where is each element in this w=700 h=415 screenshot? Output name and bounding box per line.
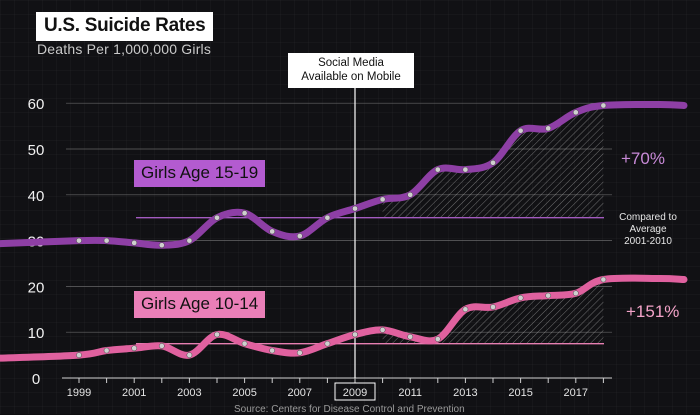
data-point-10-14 — [103, 347, 110, 354]
data-point-10-14 — [269, 347, 276, 354]
data-point-10-14 — [572, 290, 579, 297]
data-points — [76, 102, 607, 358]
data-point-10-14 — [517, 295, 524, 301]
data-point-10-14 — [296, 349, 303, 356]
data-point-15-19 — [103, 237, 110, 244]
x-tick-label: 2007 — [288, 387, 312, 399]
event-annotation: Social Media Available on Mobile — [288, 53, 414, 88]
average-note-line-3: 2001-2010 — [624, 236, 672, 247]
x-tick-label: 2015 — [508, 387, 532, 399]
highlighted-tick-box — [334, 382, 376, 401]
data-point-15-19 — [407, 191, 414, 198]
data-point-10-14 — [241, 340, 248, 347]
data-point-15-19 — [241, 210, 248, 216]
x-tick-label: 2011 — [398, 387, 422, 399]
data-point-10-14 — [462, 306, 469, 313]
event-label-line-2: Available on Mobile — [301, 71, 401, 83]
data-point-15-19 — [517, 127, 524, 134]
average-note-line-2: Average — [629, 224, 667, 235]
y-tick-label: 40 — [28, 188, 45, 205]
data-point-15-19 — [158, 242, 165, 249]
data-point-10-14 — [324, 340, 331, 347]
data-point-15-19 — [214, 214, 220, 221]
change-areas — [382, 105, 604, 344]
data-point-10-14 — [352, 331, 358, 338]
data-point-10-14 — [379, 327, 386, 333]
data-point-15-19 — [76, 237, 82, 244]
y-tick-label: 0 — [32, 371, 40, 388]
x-tick-label: 2001 — [122, 387, 146, 399]
change-label-10-14: +151% — [626, 302, 680, 321]
chart-title: U.S. Suicide Rates — [36, 12, 214, 41]
y-tick-label: 20 — [28, 279, 45, 296]
average-comparison-note: Compared to Average 2001-2010 — [604, 212, 692, 248]
series-label-15-19: Girls Age 15-19 — [134, 160, 266, 187]
data-point-15-19 — [324, 214, 331, 221]
x-tick-label: 2003 — [177, 387, 201, 399]
data-point-15-19 — [131, 240, 138, 246]
x-tick-label: 2005 — [232, 387, 256, 399]
data-point-10-14 — [131, 345, 138, 352]
data-point-10-14 — [76, 352, 82, 358]
chart-subtitle: Deaths Per 1,000,000 Girls — [37, 41, 212, 57]
data-point-15-19 — [600, 102, 607, 109]
data-point-15-19 — [572, 109, 579, 116]
data-point-10-14 — [600, 276, 607, 283]
data-point-15-19 — [434, 166, 441, 173]
data-point-15-19 — [296, 233, 303, 239]
x-tick-label: 2017 — [564, 387, 588, 399]
y-tick-label: 10 — [28, 325, 45, 342]
data-point-15-19 — [462, 166, 469, 173]
event-label-line-1: Social Media — [318, 57, 384, 69]
data-point-15-19 — [269, 228, 276, 235]
source-note: Source: Centers for Disease Control and … — [234, 404, 465, 415]
x-tick-label: 2009 — [343, 387, 367, 399]
data-point-15-19 — [352, 205, 358, 212]
data-point-15-19 — [186, 237, 193, 244]
data-point-15-19 — [545, 125, 552, 132]
data-point-10-14 — [158, 343, 165, 349]
data-point-10-14 — [490, 304, 496, 310]
change-label-15-19: +70% — [621, 149, 665, 168]
data-point-10-14 — [545, 292, 552, 299]
data-point-10-14 — [407, 333, 414, 340]
change-area-10-14 — [382, 279, 604, 344]
data-point-15-19 — [490, 159, 496, 166]
series-label-10-14: Girls Age 10-14 — [134, 291, 266, 318]
average-note-line-1: Compared to — [619, 212, 677, 223]
data-point-10-14 — [214, 331, 220, 338]
x-tick-label: 1999 — [67, 387, 91, 399]
data-point-10-14 — [434, 336, 441, 342]
change-area-15-19 — [382, 105, 604, 218]
x-tick-label: 2013 — [453, 387, 477, 399]
data-point-10-14 — [186, 352, 193, 358]
y-tick-label: 60 — [28, 96, 45, 113]
y-tick-label: 50 — [28, 142, 45, 159]
data-point-15-19 — [379, 196, 386, 203]
